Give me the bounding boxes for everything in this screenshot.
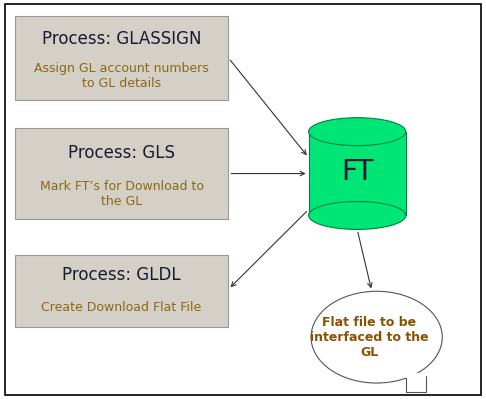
Ellipse shape <box>309 201 406 229</box>
Text: Mark FT’s for Download to
the GL: Mark FT’s for Download to the GL <box>39 180 204 208</box>
Text: FT: FT <box>341 158 373 186</box>
Text: Process: GLDL: Process: GLDL <box>62 267 181 284</box>
Bar <box>309 132 406 215</box>
Ellipse shape <box>309 118 406 146</box>
Text: Create Download Flat File: Create Download Flat File <box>41 300 202 314</box>
Bar <box>15 128 228 219</box>
Text: Flat file to be
interfaced to the
GL: Flat file to be interfaced to the GL <box>310 316 429 359</box>
Text: Process: GLASSIGN: Process: GLASSIGN <box>42 30 201 48</box>
Bar <box>406 373 426 378</box>
Bar <box>406 376 426 392</box>
Text: Assign GL account numbers
to GL details: Assign GL account numbers to GL details <box>34 62 209 90</box>
Ellipse shape <box>311 291 442 383</box>
Bar <box>15 255 228 327</box>
Bar <box>15 16 228 100</box>
Text: Process: GLS: Process: GLS <box>68 144 175 162</box>
